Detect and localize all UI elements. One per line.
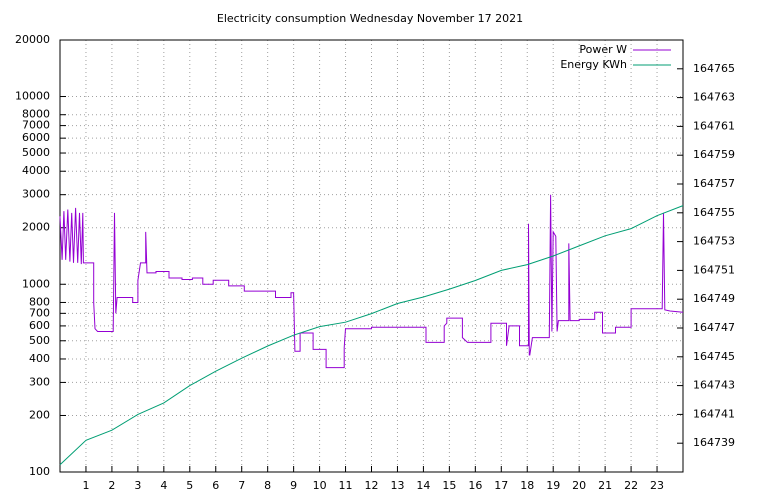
plot-border [59, 39, 684, 473]
x-tick-label: 2 [108, 479, 115, 492]
y-tick-label: 400 [29, 352, 50, 365]
x-tick-label: 23 [650, 479, 664, 492]
x-tick-label: 10 [313, 479, 327, 492]
y-tick-label: 100 [29, 465, 50, 478]
y2-tick-label: 164755 [693, 206, 735, 219]
y-tick-label: 1000 [22, 277, 50, 290]
y-tick-label: 800 [29, 295, 50, 308]
y-tick-label: 300 [29, 375, 50, 388]
chart-title: Electricity consumption Wednesday Novemb… [217, 12, 523, 25]
y2-tick-label: 164749 [693, 292, 735, 305]
y2-tick-label: 164759 [693, 148, 735, 161]
x-tick-label: 14 [416, 479, 430, 492]
y2-tick-label: 164753 [693, 235, 735, 248]
y-tick-label: 3000 [22, 188, 50, 201]
x-tick-label: 19 [546, 479, 560, 492]
x-tick-label: 21 [598, 479, 612, 492]
y-tick-label: 8000 [22, 108, 50, 121]
y-tick-label: 600 [29, 319, 50, 332]
x-tick-label: 11 [339, 479, 353, 492]
legend-label: Power W [579, 43, 627, 56]
y-tick-label: 2000 [22, 221, 50, 234]
y2-tick-label: 164757 [693, 177, 735, 190]
y-tick-label: 4000 [22, 164, 50, 177]
y2-tick-label: 164751 [693, 263, 735, 276]
y-tick-label: 20000 [15, 33, 50, 46]
x-tick-label: 12 [365, 479, 379, 492]
y-tick-label: 5000 [22, 146, 50, 159]
x-tick-label: 15 [442, 479, 456, 492]
y2-tick-label: 164763 [693, 91, 735, 104]
y2-tick-label: 164761 [693, 119, 735, 132]
x-tick-label: 5 [186, 479, 193, 492]
y-tick-label: 10000 [15, 90, 50, 103]
y-tick-label: 7000 [22, 119, 50, 132]
y2-tick-label: 164745 [693, 350, 735, 363]
y-tick-label: 700 [29, 306, 50, 319]
x-tick-label: 22 [624, 479, 638, 492]
x-tick-label: 16 [468, 479, 482, 492]
x-tick-label: 4 [160, 479, 167, 492]
y2-tick-label: 164739 [693, 436, 735, 449]
y-tick-label: 200 [29, 408, 50, 421]
x-tick-label: 20 [572, 479, 586, 492]
series-line [59, 194, 684, 369]
series-line [59, 205, 684, 466]
x-tick-label: 18 [520, 479, 534, 492]
x-tick-label: 17 [494, 479, 508, 492]
x-tick-label: 7 [238, 479, 245, 492]
y2-tick-label: 164747 [693, 321, 735, 334]
y2-tick-label: 164743 [693, 379, 735, 392]
x-tick-label: 1 [82, 479, 89, 492]
y-tick-label: 6000 [22, 131, 50, 144]
x-tick-label: 13 [390, 479, 404, 492]
y-tick-label: 500 [29, 334, 50, 347]
y2-tick-label: 164741 [693, 407, 735, 420]
x-tick-label: 9 [290, 479, 297, 492]
x-tick-label: 6 [212, 479, 219, 492]
legend-label: Energy KWh [560, 58, 627, 71]
x-tick-label: 8 [264, 479, 271, 492]
x-tick-label: 3 [134, 479, 141, 492]
y2-tick-label: 164765 [693, 62, 735, 75]
